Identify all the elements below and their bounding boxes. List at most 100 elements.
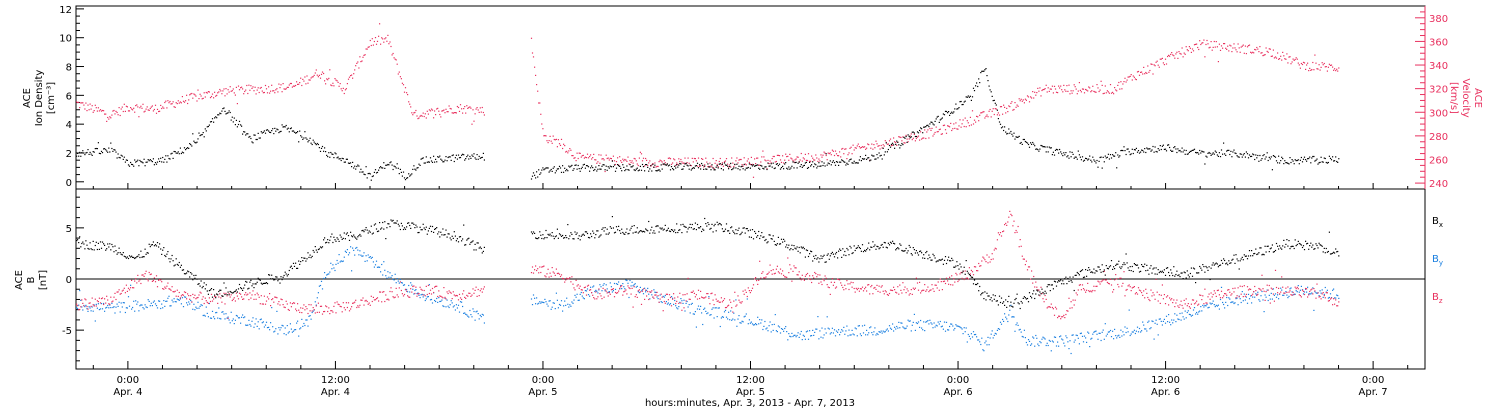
data-point <box>1146 292 1148 294</box>
data-point <box>883 293 885 295</box>
data-point <box>360 254 362 256</box>
data-point <box>1195 313 1197 315</box>
data-point <box>408 284 410 287</box>
data-point <box>328 273 330 275</box>
data-point <box>433 117 435 119</box>
data-point <box>1126 327 1128 329</box>
data-point <box>302 78 304 80</box>
data-point <box>1322 292 1324 294</box>
data-point <box>1209 46 1211 48</box>
data-point <box>160 307 162 310</box>
data-point <box>268 86 270 88</box>
data-point <box>843 161 845 163</box>
data-point <box>1228 50 1230 52</box>
data-point <box>175 258 177 260</box>
data-point <box>1183 299 1185 301</box>
data-point <box>191 273 193 275</box>
data-point <box>77 239 79 241</box>
data-point <box>455 112 457 114</box>
data-point <box>965 96 967 98</box>
data-point <box>1242 44 1244 46</box>
data-point <box>1300 285 1302 287</box>
data-point <box>787 339 789 341</box>
data-point <box>682 168 684 170</box>
data-point <box>1288 56 1290 58</box>
data-point <box>154 303 157 305</box>
data-point <box>846 158 848 160</box>
data-point <box>865 286 867 288</box>
data-point <box>714 294 716 296</box>
data-point <box>121 254 123 256</box>
data-point <box>923 126 925 128</box>
data-point <box>867 284 869 286</box>
data-point <box>133 165 135 167</box>
data-point <box>682 294 684 296</box>
data-point <box>143 308 145 310</box>
data-point <box>194 294 196 296</box>
data-point <box>148 243 150 245</box>
data-point <box>701 158 703 160</box>
data-point <box>865 154 867 156</box>
data-point <box>782 155 784 157</box>
data-point <box>1250 155 1252 158</box>
x-tick-date-label: Apr. 4 <box>321 387 350 398</box>
data-point <box>167 251 169 253</box>
data-point <box>1080 332 1082 334</box>
data-point <box>84 298 86 300</box>
data-point <box>1024 98 1026 100</box>
data-point <box>93 249 95 251</box>
data-point <box>319 77 322 79</box>
data-point <box>900 289 902 291</box>
data-point <box>150 302 152 304</box>
data-point <box>328 77 330 79</box>
data-point <box>685 302 687 304</box>
data-point <box>1012 109 1014 111</box>
data-point <box>1246 302 1249 304</box>
data-point <box>943 114 946 116</box>
data-point <box>164 158 166 160</box>
data-point <box>482 111 484 114</box>
data-point <box>468 292 470 294</box>
data-point <box>668 157 671 159</box>
data-point <box>660 160 662 162</box>
data-point <box>158 110 160 113</box>
data-point <box>443 305 445 308</box>
data-point <box>158 246 160 248</box>
data-point <box>661 161 663 163</box>
data-point <box>249 323 251 326</box>
data-point <box>1123 271 1125 273</box>
data-point <box>109 151 111 153</box>
data-point <box>955 122 957 124</box>
data-point <box>585 157 588 159</box>
data-point <box>771 324 773 326</box>
data-point <box>385 164 387 166</box>
data-point <box>382 38 384 40</box>
data-point <box>401 282 403 284</box>
data-point <box>1082 288 1085 290</box>
data-point <box>956 108 958 110</box>
data-point <box>1078 343 1080 345</box>
data-point <box>779 168 782 170</box>
data-point <box>413 293 415 295</box>
data-point <box>357 164 359 166</box>
data-point <box>367 303 369 305</box>
data-point <box>599 284 601 286</box>
data-point <box>214 318 216 320</box>
data-point <box>281 124 283 126</box>
data-point <box>1082 88 1085 90</box>
data-point <box>558 273 561 275</box>
data-point <box>1092 289 1094 292</box>
data-point <box>856 162 858 164</box>
data-point <box>104 244 106 246</box>
data-point <box>568 306 570 308</box>
data-point <box>179 297 181 299</box>
data-point <box>674 297 676 299</box>
data-point <box>1148 71 1150 73</box>
data-point <box>141 161 143 163</box>
data-point <box>1325 161 1327 164</box>
data-point <box>546 140 548 142</box>
data-point <box>577 284 579 286</box>
data-point <box>408 101 410 103</box>
data-point <box>228 293 230 295</box>
data-point <box>1228 149 1230 151</box>
